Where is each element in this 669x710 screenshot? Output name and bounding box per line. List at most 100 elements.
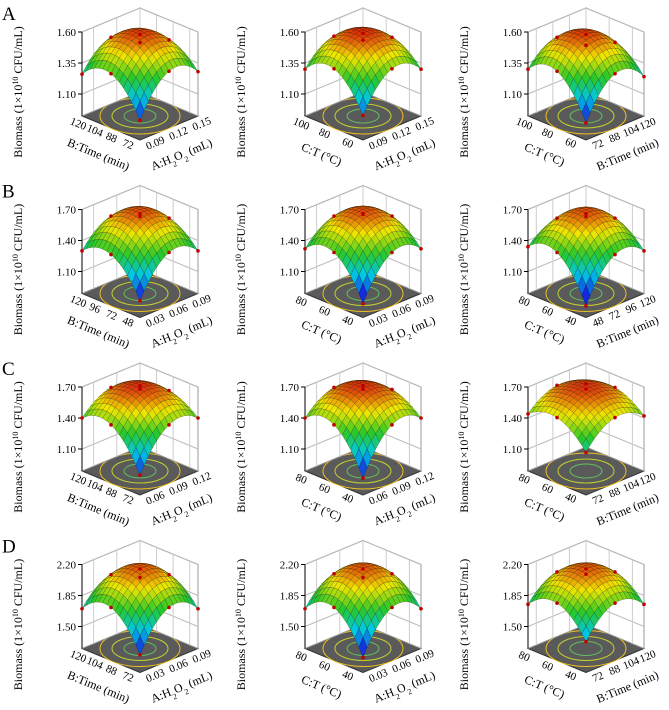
surface-patch (602, 221, 612, 230)
surface-patch (593, 31, 604, 36)
y-axis-label-part: 2 (171, 159, 178, 169)
design-point (584, 214, 588, 219)
surface-patch (123, 45, 132, 56)
surface-patch (110, 417, 120, 430)
surface-patch (573, 40, 583, 49)
surface-patch (539, 396, 550, 403)
z-tick-label: 1.10 (57, 89, 77, 101)
z-axis-label-part: Biomass (1×10 (457, 440, 471, 513)
surface-patch (573, 251, 583, 269)
surface-patch (618, 60, 628, 70)
z-tick-label: 1.35 (57, 58, 77, 70)
y-tick-label: 72 (591, 492, 606, 507)
z-axis-label: Biomass (1×1010 CFU/mL) (234, 26, 249, 157)
surface-patch (622, 60, 632, 70)
x-axis-label-part: B:Time (min) (65, 135, 131, 173)
surface-patch (316, 397, 327, 405)
panel-letter: C (2, 359, 15, 380)
surface-patch (366, 440, 376, 459)
design-point (167, 216, 171, 220)
surface-patch (168, 41, 178, 49)
y-axis-label-part: B:Time (min) (594, 135, 660, 173)
y-axis-label-part: A:H (372, 330, 397, 351)
surface-patch (589, 214, 599, 221)
surface-patch (362, 42, 372, 51)
y-axis-label-part: B:Time (min) (594, 668, 660, 706)
design-point (555, 601, 559, 605)
design-point (109, 252, 113, 257)
surface-patch (573, 416, 583, 428)
surface-patch (177, 396, 186, 404)
surface-patch (123, 259, 132, 277)
surface-patch (123, 381, 132, 385)
z-tick-label: 1.70 (57, 205, 77, 217)
z-axis-label-part: Biomass (1×10 (11, 440, 25, 513)
surface-patch (148, 432, 157, 449)
z-tick-label: 1.40 (280, 413, 300, 425)
z-tick-label: 1.10 (503, 444, 523, 456)
surface-patch (589, 48, 599, 60)
surface-patch (152, 240, 161, 254)
surface-patch (85, 595, 95, 607)
surface-patch (180, 404, 191, 412)
surface-patch (148, 53, 157, 66)
x-axis-label: B:Time (min) (65, 313, 131, 351)
surface-patch (362, 232, 372, 245)
surface-patch (143, 395, 153, 404)
design-point (613, 570, 617, 574)
z-axis-label-part: 10 (234, 77, 243, 85)
design-point (138, 211, 142, 216)
y-axis-label-part: B:Time (min) (594, 313, 660, 351)
surface-patch (168, 58, 178, 69)
design-point (138, 473, 142, 477)
design-point (332, 67, 336, 71)
surface-patch (358, 96, 368, 117)
surface-patch (556, 388, 566, 394)
z-axis-label-part: Biomass (1×10 (11, 262, 25, 335)
z-axis-label-part: 10 (234, 609, 243, 617)
surface-patch (606, 65, 616, 78)
y-axis-label-part: A:H (372, 507, 397, 528)
surface-patch (185, 55, 195, 66)
surface-patch (602, 57, 612, 70)
design-point (390, 35, 394, 40)
z-tick-label: 1.70 (57, 382, 77, 394)
design-point (555, 250, 559, 255)
design-point (138, 40, 142, 45)
z-axis-label-part: CFU/mL) (457, 559, 471, 609)
surface-patch (573, 379, 582, 382)
surface-patch (98, 46, 108, 55)
surface-patch (590, 207, 599, 210)
design-point (419, 416, 423, 420)
surface-patch (152, 252, 161, 268)
surface-patch (98, 239, 108, 250)
surface-patch (143, 214, 153, 221)
x-axis-label-part: C:T (°C) (522, 140, 566, 169)
surface-patch (119, 414, 128, 428)
surface-patch (156, 221, 166, 229)
surface-patch (569, 422, 578, 435)
x-axis-label-part: C:T (°C) (299, 495, 343, 524)
design-point (196, 416, 200, 420)
surface-patch (589, 35, 599, 42)
z-tick-label: 1.40 (280, 236, 300, 248)
surface-patch (131, 563, 141, 568)
surface-patch (329, 58, 339, 70)
z-tick-label: 1.35 (280, 58, 300, 70)
design-point (167, 69, 171, 74)
y-tick-label: 72 (591, 670, 606, 685)
surface-patch (569, 78, 578, 96)
surface-patch (560, 389, 570, 395)
y-tick-label: 88 (607, 663, 622, 678)
design-point (390, 423, 394, 427)
surface-patch (589, 400, 599, 409)
design-point (80, 416, 84, 420)
surface-patch (123, 54, 132, 67)
surface-patch (337, 421, 347, 436)
design-point (613, 601, 617, 605)
x-tick-label: 60 (317, 304, 332, 319)
z-tick-label: 1.60 (57, 27, 77, 39)
design-point (361, 383, 365, 388)
surface-patch (102, 38, 112, 46)
surface-patch (135, 227, 145, 239)
